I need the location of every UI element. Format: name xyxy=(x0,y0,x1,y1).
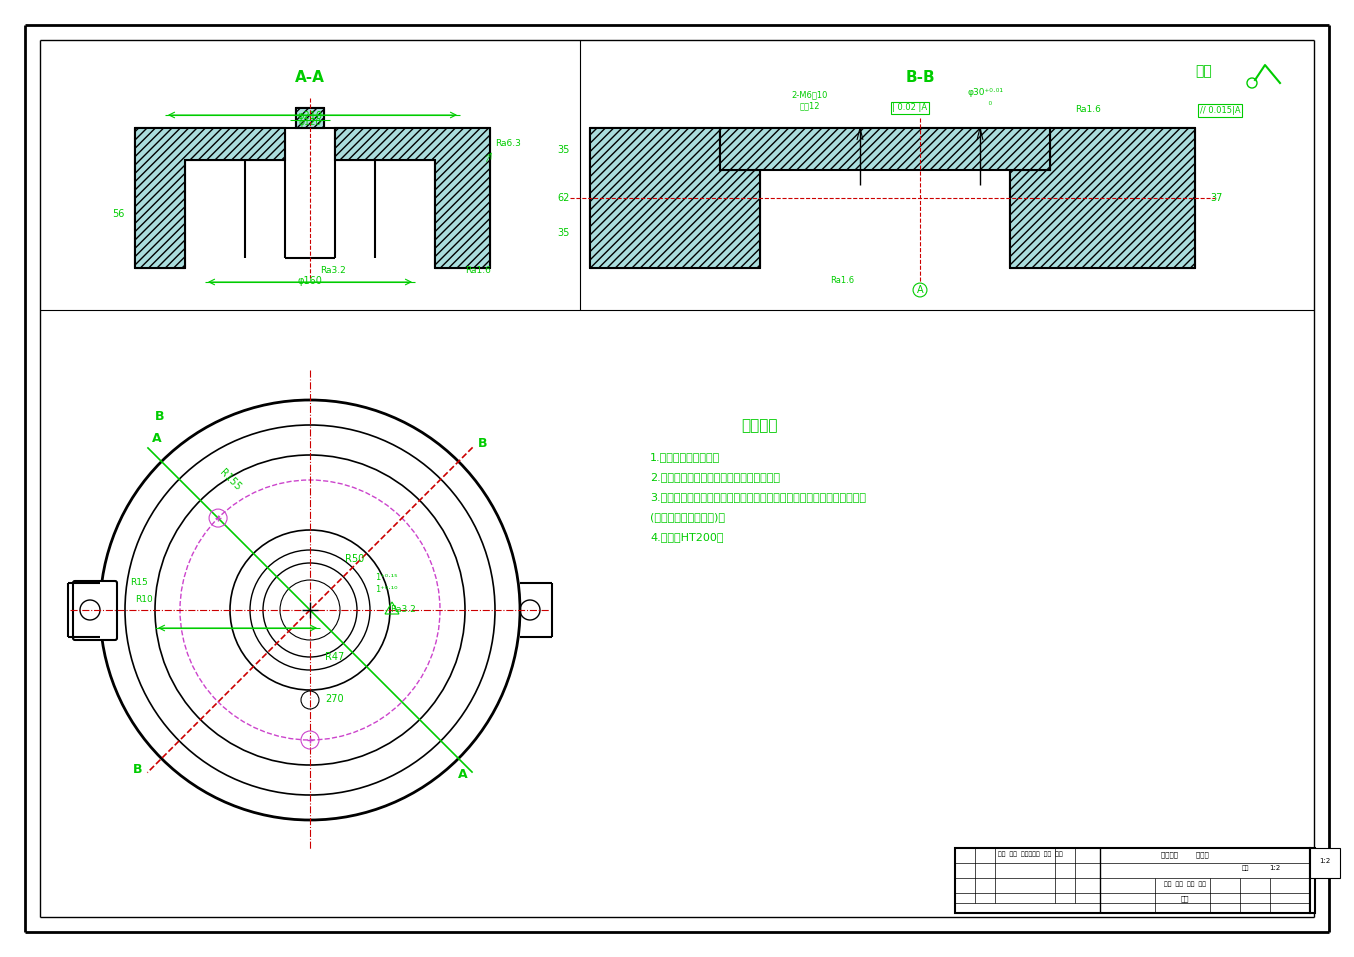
Text: // 0.015|A: // 0.015|A xyxy=(1200,106,1240,115)
Text: (如火疤、机械损伤等)。: (如火疤、机械损伤等)。 xyxy=(650,512,724,522)
Text: φ30⁺⁰·⁰¹
    ₀: φ30⁺⁰·⁰¹ ₀ xyxy=(967,88,1003,107)
Text: Ra1.6: Ra1.6 xyxy=(830,276,854,285)
Polygon shape xyxy=(590,128,760,268)
Polygon shape xyxy=(334,128,490,268)
Text: 3.铸件表面上不允许有冷隔、裂纹、缩孔和管道性缺陷及严重的沙眼缺陷: 3.铸件表面上不允许有冷隔、裂纹、缩孔和管道性缺陷及严重的沙眼缺陷 xyxy=(650,492,867,502)
Polygon shape xyxy=(297,108,324,128)
Text: φ160: φ160 xyxy=(298,276,322,286)
Text: B-B: B-B xyxy=(906,70,934,85)
Text: B: B xyxy=(133,763,142,775)
Text: Ra1.6: Ra1.6 xyxy=(464,266,492,275)
Text: 2.铸件公差应符合于毛坏件基本尺寸规定。: 2.铸件公差应符合于毛坏件基本尺寸规定。 xyxy=(650,472,780,482)
Text: 2-M6深10
孔深12: 2-M6深10 孔深12 xyxy=(792,91,829,110)
Polygon shape xyxy=(135,128,284,268)
Text: B: B xyxy=(478,437,487,451)
Text: B: B xyxy=(156,410,165,423)
Text: 设计  审核  工艺  批准: 设计 审核 工艺 批准 xyxy=(1164,881,1206,887)
Text: 35: 35 xyxy=(558,145,570,155)
Text: A: A xyxy=(917,285,923,295)
Text: 比例: 比例 xyxy=(1242,865,1248,871)
Bar xyxy=(1311,848,1315,913)
Text: R50: R50 xyxy=(345,554,364,564)
Text: 270: 270 xyxy=(325,694,344,704)
Text: A-A: A-A xyxy=(295,70,325,85)
Text: φ210: φ210 xyxy=(298,111,322,121)
Text: 35: 35 xyxy=(558,228,570,238)
Text: 1⁺⁰·¹⁵: 1⁺⁰·¹⁵ xyxy=(375,573,398,582)
Text: 37: 37 xyxy=(1210,193,1223,203)
Text: A: A xyxy=(458,768,467,781)
Text: 1:2: 1:2 xyxy=(1270,865,1281,871)
Polygon shape xyxy=(720,128,1049,170)
Text: 1⁺⁰·¹⁰: 1⁺⁰·¹⁰ xyxy=(375,585,398,594)
Text: 62: 62 xyxy=(558,193,570,203)
FancyBboxPatch shape xyxy=(73,581,116,640)
Text: 1.进行高温时效处理。: 1.进行高温时效处理。 xyxy=(650,452,720,462)
Polygon shape xyxy=(1010,128,1196,268)
Text: 其余: 其余 xyxy=(1196,64,1212,78)
Text: R47: R47 xyxy=(325,652,344,662)
Text: R155: R155 xyxy=(218,467,242,492)
Text: R15: R15 xyxy=(130,578,148,587)
Text: Ra6.3: Ra6.3 xyxy=(496,139,521,148)
Text: | 0.02 |A: | 0.02 |A xyxy=(892,103,927,113)
Text: 图样名称        零件图: 图样名称 零件图 xyxy=(1162,851,1209,857)
Text: Ra3.2: Ra3.2 xyxy=(390,605,416,614)
Text: 标记  处数  更改文件号  签字  日期: 标记 处数 更改文件号 签字 日期 xyxy=(998,852,1063,857)
Text: 4.材料：HT200。: 4.材料：HT200。 xyxy=(650,532,723,542)
Text: φ120: φ120 xyxy=(298,118,321,127)
Bar xyxy=(1311,848,1340,878)
Text: 技术要求: 技术要求 xyxy=(742,418,779,433)
Text: R10: R10 xyxy=(135,595,153,604)
Text: A: A xyxy=(153,433,162,445)
Text: 56: 56 xyxy=(112,209,125,219)
Text: 1:2: 1:2 xyxy=(1319,858,1331,864)
Text: 图号: 图号 xyxy=(1181,895,1189,901)
Text: Ra1.6: Ra1.6 xyxy=(1075,105,1101,114)
Bar xyxy=(955,848,1311,913)
Text: Ra3.2: Ra3.2 xyxy=(320,266,345,275)
